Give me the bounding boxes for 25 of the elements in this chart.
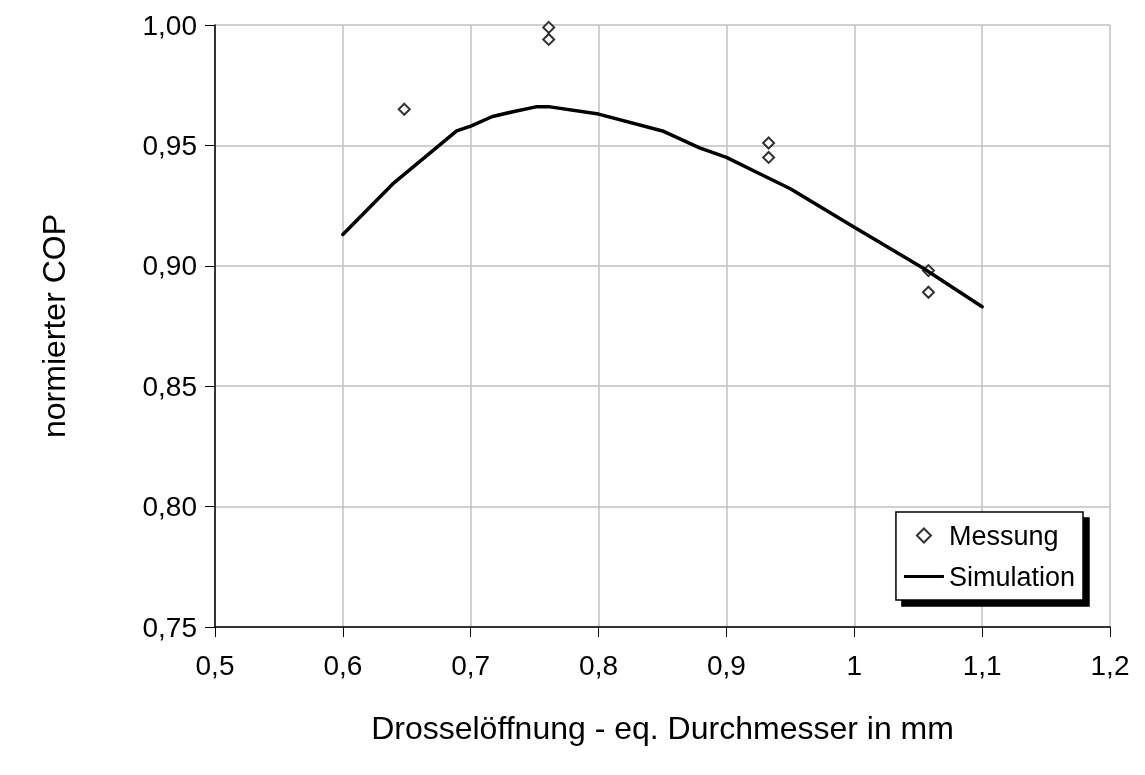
- y-tick-label: 0,85: [142, 370, 197, 402]
- y-tick-label: 0,75: [142, 611, 197, 643]
- y-axis-title: normierter COP: [36, 213, 72, 439]
- x-tick-label: 0,5: [195, 649, 235, 681]
- point: [542, 32, 556, 46]
- x-tick-label: 1,2: [1090, 649, 1130, 681]
- x-tick-label: 1: [846, 649, 863, 681]
- y-tick-label: 0,95: [142, 129, 197, 161]
- point: [762, 150, 776, 164]
- point: [921, 285, 935, 299]
- x-tick-label: 0,9: [706, 649, 746, 681]
- x-tick-label: 1,1: [962, 649, 1002, 681]
- line-series: [341, 105, 984, 309]
- y-tick-label: 0,80: [142, 491, 197, 523]
- y-tick-label: 1,00: [142, 9, 197, 41]
- point: [762, 136, 776, 150]
- x-tick-label: 0,7: [451, 649, 491, 681]
- y-tick-label: 0,90: [142, 250, 197, 282]
- x-tick-label: 0,6: [323, 649, 363, 681]
- point: [542, 20, 556, 34]
- x-axis-title: Drosselöffnung - eq. Durchmesser in mm: [371, 710, 954, 746]
- legend-label: Messung: [948, 520, 1059, 551]
- point: [397, 102, 411, 116]
- legend-label: Simulation: [948, 561, 1075, 592]
- x-tick-label: 0,8: [579, 649, 619, 681]
